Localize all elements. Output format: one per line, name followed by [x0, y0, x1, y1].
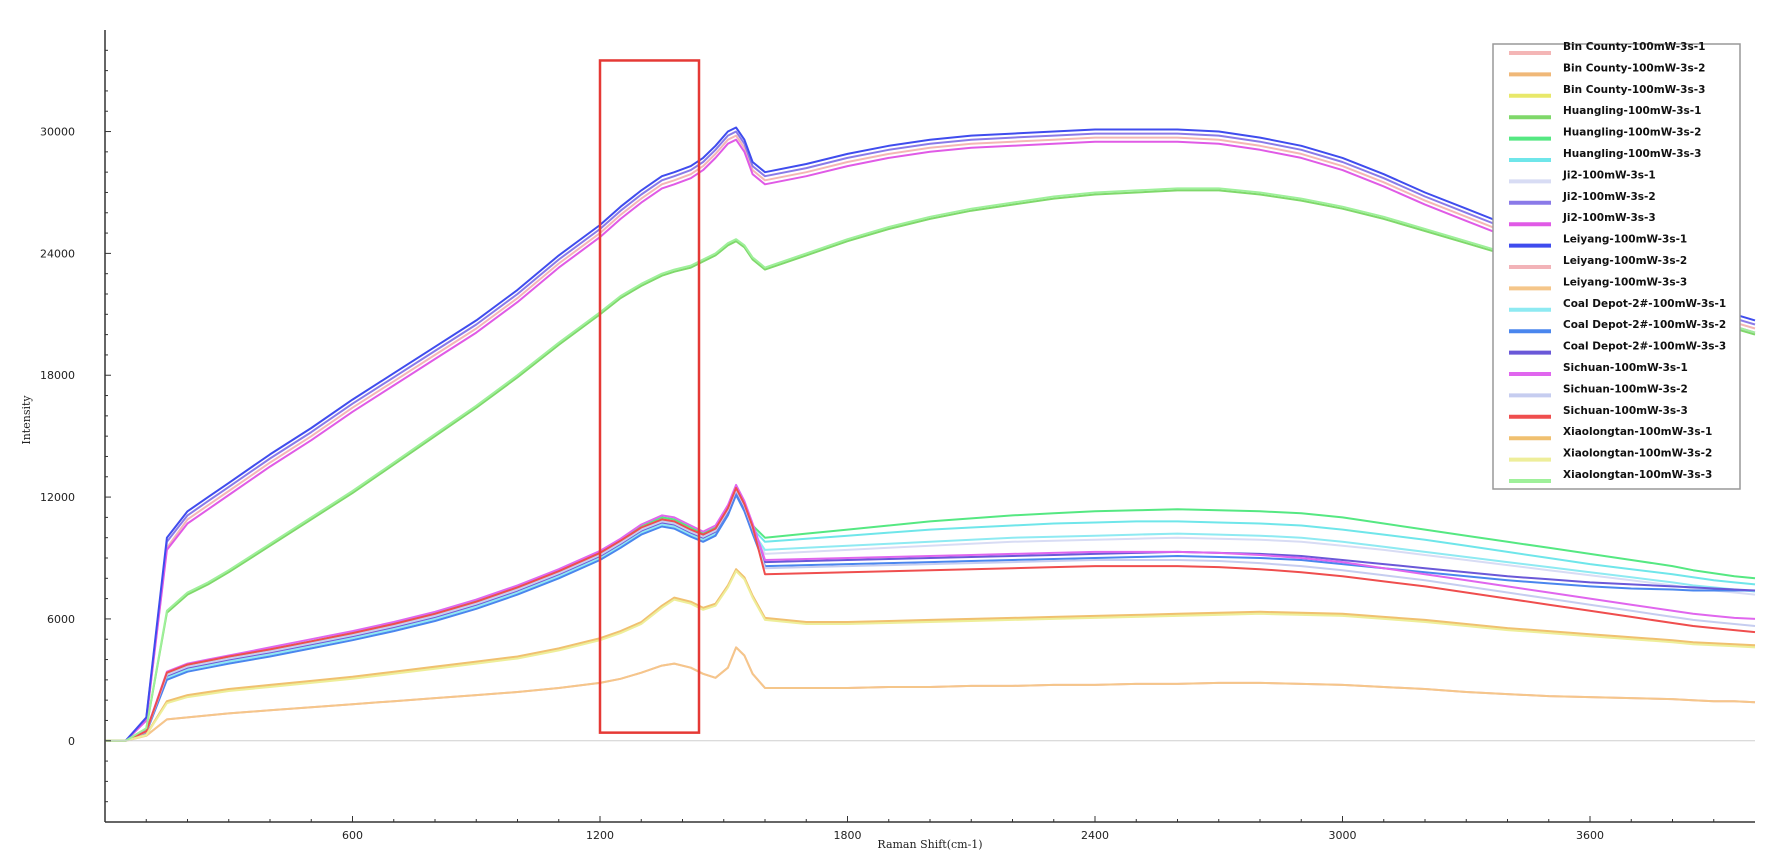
- y-tick-label: 18000: [40, 369, 75, 382]
- legend-label: Leiyang-100mW-3s-2: [1563, 255, 1687, 267]
- series-line-9: [105, 138, 1756, 742]
- y-tick-label: 0: [68, 735, 75, 748]
- x-tick-label: 3600: [1576, 829, 1604, 842]
- legend-label: Huangling-100mW-3s-1: [1563, 105, 1701, 117]
- legend-label: Coal Depot-2#-100mW-3s-1: [1563, 298, 1726, 310]
- legend-label: Xiaolongtan-100mW-3s-3: [1563, 469, 1712, 481]
- legend-label: Bin County-100mW-3s-3: [1563, 84, 1705, 96]
- y-axis-title: Intensity: [20, 395, 33, 445]
- series-line-8: [105, 130, 1756, 742]
- plot-lines: [105, 126, 1756, 742]
- x-axis-title: Raman Shift(cm-1): [877, 838, 982, 851]
- x-tick-label: 600: [342, 829, 363, 842]
- series-line-21: [105, 187, 1756, 742]
- legend-items: Bin County-100mW-3s-1 Bin County-100mW-3s…: [1509, 41, 1726, 483]
- series-line-4: [105, 189, 1756, 742]
- legend-label: Ji2-100mW-3s-3: [1562, 212, 1656, 224]
- legend-label: Ji2-100mW-3s-1: [1562, 169, 1656, 181]
- legend-label: Xiaolongtan-100mW-3s-2: [1563, 448, 1712, 460]
- legend-label: Sichuan-100mW-3s-3: [1563, 405, 1688, 417]
- legend-label: Ji2-100mW-3s-2: [1562, 191, 1656, 203]
- x-tick-label: 3000: [1329, 829, 1357, 842]
- series-line-12: [105, 646, 1756, 742]
- legend-label: Sichuan-100mW-3s-2: [1563, 383, 1688, 395]
- legend: Bin County-100mW-3s-1 Bin County-100mW-3s…: [1492, 41, 1741, 490]
- legend-label: Leiyang-100mW-3s-3: [1563, 276, 1687, 288]
- y-axis-ticks: 0 6000 12000 18000 24000 30000: [40, 49, 111, 803]
- legend-label: Xiaolongtan-100mW-3s-1: [1563, 426, 1712, 438]
- x-tick-label: 2400: [1081, 829, 1109, 842]
- series-line-20: [105, 570, 1756, 742]
- legend-label: Coal Depot-2#-100mW-3s-2: [1563, 319, 1726, 331]
- series-line-1: [105, 134, 1756, 742]
- x-tick-label: 1800: [834, 829, 862, 842]
- legend-label: Coal Depot-2#-100mW-3s-3: [1563, 341, 1726, 353]
- legend-label: Sichuan-100mW-3s-1: [1563, 362, 1688, 374]
- highlight-box: [598, 59, 701, 734]
- series-line-10: [105, 126, 1756, 742]
- x-tick-label: 1200: [586, 829, 614, 842]
- series-line-18: [105, 486, 1756, 742]
- legend-label: Leiyang-100mW-3s-1: [1563, 234, 1687, 246]
- legend-label: Huangling-100mW-3s-3: [1563, 148, 1701, 160]
- y-tick-label: 12000: [40, 491, 75, 504]
- y-tick-label: 6000: [47, 613, 75, 626]
- series-line-16: [105, 483, 1756, 742]
- y-tick-label: 24000: [40, 247, 75, 260]
- legend-label: Huangling-100mW-3s-2: [1563, 127, 1701, 139]
- legend-label: Bin County-100mW-3s-2: [1563, 62, 1705, 74]
- x-axis-ticks: 600 1200 1800 2400 3000 3600: [145, 816, 1715, 842]
- legend-label: Bin County-100mW-3s-1: [1563, 41, 1705, 53]
- y-tick-label: 30000: [40, 126, 75, 139]
